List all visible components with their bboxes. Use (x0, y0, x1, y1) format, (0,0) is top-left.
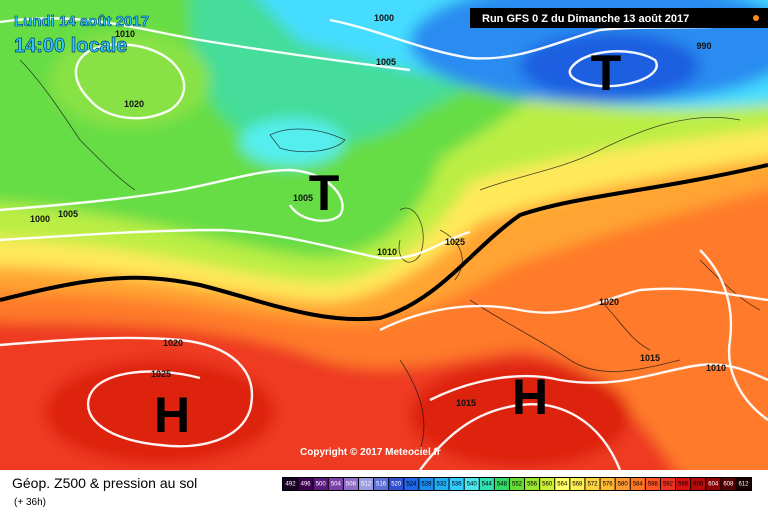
scale-label: 536 (452, 482, 463, 488)
colorbar-cell (691, 478, 706, 490)
colorbar-cell (404, 478, 419, 490)
isobar-label: 1020 (163, 338, 183, 348)
date-label: Lundi 14 août 2017 (14, 13, 149, 30)
map-field (0, 0, 768, 470)
scale-label: 568 (572, 482, 583, 488)
scale-label: 520 (391, 482, 402, 488)
colorbar-cell (555, 478, 570, 490)
isobar-label: 1025 (445, 237, 465, 247)
colorbar-cell (434, 478, 449, 490)
scale-label: 516 (376, 482, 387, 488)
colorbar-cell (283, 478, 298, 490)
colorbar-cell (721, 478, 736, 490)
scale-label: 508 (346, 482, 357, 488)
scale-label: 500 (316, 482, 327, 488)
colorbar-cell (676, 478, 691, 490)
scale-label: 600 (693, 482, 704, 488)
isobar-label: 1020 (124, 99, 144, 109)
scale-label: 504 (331, 482, 342, 488)
colorbar-cell (494, 478, 509, 490)
isobar-label: 1000 (30, 214, 50, 224)
scale-label: 552 (512, 482, 523, 488)
colorbar-cell (509, 478, 525, 490)
scale-label: 512 (361, 482, 372, 488)
colorbar-cell (479, 478, 494, 490)
run-info: Run GFS 0 Z du Dimanche 13 août 2017 (482, 13, 689, 25)
isobar-label: 990 (696, 41, 711, 51)
scale-label: 560 (542, 482, 553, 488)
colorbar-cell (449, 478, 464, 490)
colorbar-cell (525, 478, 540, 490)
pressure-system: T (591, 45, 622, 101)
colorbar-cell (736, 478, 751, 490)
colorbar-cell (464, 478, 479, 490)
isobar-label: 1005 (376, 57, 396, 67)
colorbar-cell (585, 478, 600, 490)
scale-label: 492 (286, 482, 297, 488)
isobar-label: 1020 (599, 297, 619, 307)
colorbar-cell (328, 478, 343, 490)
scale-label: 496 (301, 482, 312, 488)
pressure-system: T (309, 165, 340, 221)
scale-label: 604 (708, 482, 719, 488)
colorbar-cell (343, 478, 358, 490)
scale-label: 588 (648, 482, 659, 488)
scale-label: 608 (723, 482, 734, 488)
pressure-system: H (154, 387, 190, 443)
isobar-label: 1005 (58, 209, 78, 219)
scale-label: 532 (437, 482, 448, 488)
scale-label: 584 (633, 482, 644, 488)
colorbar-cell (298, 478, 313, 490)
isobar-label: 1025 (151, 369, 171, 379)
colorbar-cell (570, 478, 585, 490)
scale-label: 612 (738, 482, 749, 488)
pressure-system: H (512, 369, 548, 425)
isobar-label: 1010 (115, 29, 135, 39)
colorbar-cell (645, 478, 660, 490)
scale-label: 580 (618, 482, 629, 488)
scale-label: 548 (497, 482, 508, 488)
isobar-label: 1010 (377, 247, 397, 257)
colorbar-cell (389, 478, 404, 490)
colorbar-cell (660, 478, 676, 490)
isobar-label: 1015 (640, 353, 660, 363)
legend-title: Géop. Z500 & pression au sol (12, 475, 197, 491)
colorbar-cell (540, 478, 555, 490)
scale-label: 528 (421, 482, 432, 488)
legend-lead: (+ 36h) (14, 497, 46, 508)
colorbar-cell (374, 478, 389, 490)
scale-label: 524 (406, 482, 417, 488)
isobar-label: 1015 (456, 398, 476, 408)
scale-label: 540 (467, 482, 478, 488)
colorbar-cell (419, 478, 434, 490)
isobar-label: 1000 (374, 13, 394, 23)
colorbar-cell (600, 478, 615, 490)
time-label: 14:00 locale (14, 35, 127, 57)
isobar-label: 1010 (706, 363, 726, 373)
scale-label: 572 (587, 482, 598, 488)
scale-label: 592 (663, 482, 674, 488)
run-info-box (470, 8, 768, 28)
scale-label: 576 (603, 482, 614, 488)
colorbar-cell (358, 478, 374, 490)
status-dot (753, 15, 759, 21)
scale-label: 544 (482, 482, 493, 488)
scale-label: 556 (527, 482, 538, 488)
colorbar-cell (630, 478, 645, 490)
isobar-label: 1005 (293, 193, 313, 203)
scale-label: 564 (557, 482, 568, 488)
scale-label: 596 (678, 482, 689, 488)
jet-line (0, 163, 768, 322)
copyright: Copyright © 2017 Meteociel.fr (300, 447, 441, 458)
colorbar-cell (706, 478, 721, 490)
colorbar-cell (615, 478, 630, 490)
colorbar-cell (313, 478, 328, 490)
